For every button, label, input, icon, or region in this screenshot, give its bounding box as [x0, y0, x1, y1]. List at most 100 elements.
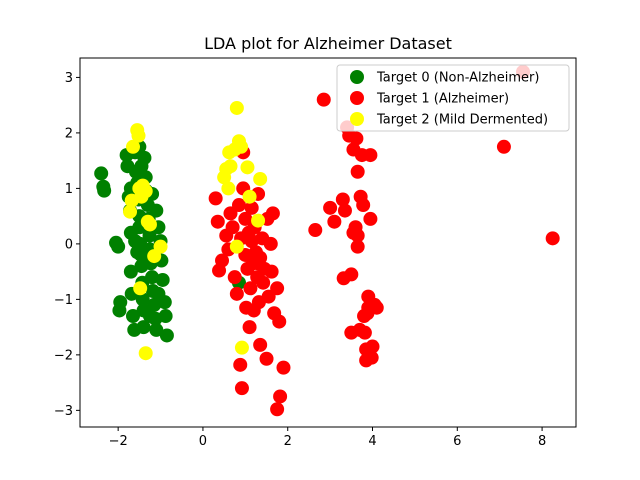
data-point-series-2 [223, 159, 238, 174]
data-point-series-2 [251, 213, 266, 228]
data-point-series-0 [94, 166, 109, 181]
legend-marker [350, 112, 364, 126]
data-point-series-1 [357, 325, 372, 340]
plot-area [94, 64, 560, 417]
data-point-series-1 [350, 228, 365, 243]
data-point-series-1 [276, 360, 291, 375]
data-point-series-1 [227, 270, 242, 285]
data-point-series-0 [128, 234, 143, 249]
data-point-series-2 [234, 139, 249, 154]
data-point-series-2 [123, 204, 138, 219]
data-point-series-0 [145, 270, 160, 285]
data-point-series-1 [270, 281, 285, 296]
data-point-series-0 [142, 309, 157, 324]
data-point-series-1 [253, 337, 268, 352]
x-tick-label: 4 [368, 434, 376, 449]
legend-marker [350, 70, 364, 84]
data-point-series-0 [112, 303, 127, 318]
data-point-series-1 [327, 214, 342, 229]
data-point-series-2 [138, 346, 153, 361]
data-point-series-0 [136, 320, 151, 335]
data-point-series-1 [215, 253, 230, 268]
data-point-series-0 [125, 309, 140, 324]
data-point-series-0 [149, 203, 164, 218]
data-point-series-2 [131, 128, 146, 143]
data-point-series-0 [97, 183, 112, 198]
data-point-series-1 [356, 198, 371, 213]
data-point-series-1 [210, 214, 225, 229]
data-point-series-1 [242, 320, 257, 335]
data-point-series-0 [151, 286, 166, 301]
data-point-series-2 [125, 139, 140, 154]
data-point-series-1 [316, 92, 331, 107]
data-point-series-2 [240, 160, 255, 175]
legend-marker [350, 91, 364, 105]
data-point-series-1 [231, 198, 246, 213]
data-point-series-1 [344, 267, 359, 282]
y-tick-label: −3 [54, 404, 73, 419]
y-tick-label: −1 [54, 293, 73, 308]
data-point-series-1 [323, 200, 338, 215]
data-point-series-1 [308, 223, 323, 238]
data-point-series-0 [123, 264, 138, 279]
data-point-series-1 [364, 350, 379, 365]
data-point-series-0 [111, 239, 126, 254]
data-point-series-1 [349, 131, 364, 146]
data-point-series-1 [335, 192, 350, 207]
data-point-series-1 [233, 357, 248, 372]
legend: Target 0 (Non-Alzheimer) Target 1 (Alzhei… [336, 64, 570, 132]
data-point-series-0 [134, 159, 149, 174]
data-point-series-1 [259, 351, 274, 366]
data-point-series-1 [208, 191, 223, 206]
data-points [94, 64, 560, 417]
data-point-series-2 [229, 100, 244, 115]
data-point-series-2 [133, 281, 148, 296]
x-tick-label: 6 [453, 434, 461, 449]
data-point-series-1 [264, 264, 279, 279]
data-point-series-0 [158, 309, 173, 324]
data-point-series-2 [242, 189, 257, 204]
data-point-series-1 [263, 236, 278, 251]
data-point-series-0 [149, 322, 164, 337]
data-point-series-0 [159, 328, 174, 343]
data-point-series-1 [337, 203, 352, 218]
data-point-series-1 [363, 148, 378, 163]
data-point-series-1 [272, 314, 287, 329]
data-point-series-2 [234, 340, 249, 355]
y-tick-label: 3 [65, 71, 73, 86]
data-point-series-1 [238, 211, 253, 226]
data-point-series-1 [496, 139, 511, 154]
legend-label: Target 0 (Non-Alzheimer) [376, 71, 539, 86]
data-point-series-1 [363, 211, 378, 226]
data-point-series-2 [221, 181, 236, 196]
legend-box [336, 64, 570, 132]
y-tick-label: 1 [65, 182, 73, 197]
data-point-series-2 [142, 217, 157, 232]
chart-title: LDA plot for Alzheimer Dataset [204, 34, 452, 53]
legend-label: Target 1 (Alzheimer) [376, 92, 509, 107]
data-point-series-1 [350, 164, 365, 179]
data-point-series-0 [130, 245, 145, 260]
data-point-series-0 [155, 272, 170, 287]
data-point-series-1 [244, 234, 259, 249]
x-tick-label: −2 [109, 434, 128, 449]
x-tick-label: 2 [284, 434, 292, 449]
data-point-series-2 [229, 239, 244, 254]
data-point-series-1 [545, 231, 560, 246]
data-point-series-2 [253, 171, 268, 186]
data-point-series-1 [243, 281, 258, 296]
data-point-series-1 [225, 220, 240, 235]
data-point-series-1 [273, 389, 288, 404]
x-tick-label: 8 [538, 434, 546, 449]
data-point-series-1 [265, 206, 280, 221]
data-point-series-1 [256, 275, 271, 290]
data-point-series-1 [234, 381, 249, 396]
data-point-series-0 [135, 292, 150, 307]
data-point-series-2 [138, 184, 153, 199]
axes: −2 0 2 4 6 8 −3 −2 −1 0 1 2 3 [54, 57, 577, 449]
y-tick-label: 0 [65, 237, 73, 252]
legend-label: Target 2 (Mild Dermented) [376, 113, 548, 128]
axes-frame [79, 57, 577, 428]
data-point-series-1 [350, 239, 365, 254]
